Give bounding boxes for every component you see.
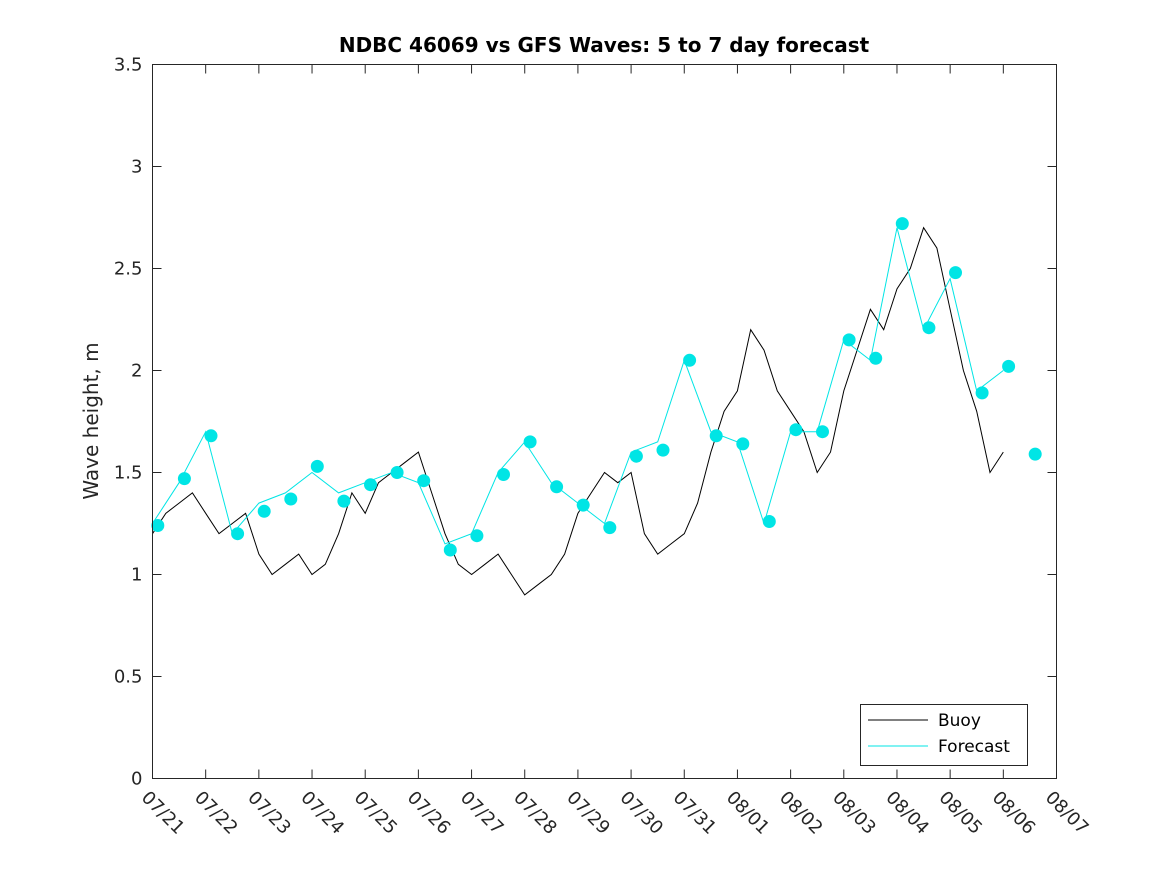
y-tick-label: 1 [131,565,142,586]
y-axis: 0 0.5 1 1.5 2 2.5 3 3.5 [114,55,1057,790]
forecast-point [709,429,723,443]
forecast-point [550,480,564,494]
forecast-point [1028,447,1042,461]
forecast-point [523,435,537,449]
series-line-buoy [152,226,1004,596]
forecast-point [177,472,191,486]
forecast-point [816,425,829,439]
forecast-point [656,443,670,457]
forecast-point [337,494,351,508]
forecast-point [443,543,457,557]
y-axis-label: Wave height, m [79,342,103,499]
forecast-point [869,351,883,365]
y-tick-label: 0.5 [114,667,143,688]
y-tick-label: 3 [131,157,142,178]
y-tick-label: 0 [131,769,142,790]
forecast-point [922,321,936,335]
forecast-point [151,519,165,532]
forecast-point [949,266,962,280]
forecast-point [736,437,750,451]
forecast-point [842,333,856,347]
axes-frame [152,64,1057,779]
forecast-point [576,498,590,512]
forecast-point [231,527,245,541]
forecast-point [364,478,377,492]
forecast-point [789,423,803,437]
chart-title: NDBC 46069 vs GFS Waves: 5 to 7 day fore… [339,33,870,57]
y-tick-label: 3.5 [114,55,143,76]
forecast-point [1002,359,1016,373]
forecast-point [204,429,218,443]
marker-layer [151,217,1042,557]
forecast-point [470,529,484,543]
legend-box [860,704,1028,766]
forecast-point [497,468,510,481]
y-tick-label: 2 [131,361,142,382]
forecast-point [762,515,776,528]
forecast-point [310,459,324,473]
forecast-point [417,474,431,488]
forecast-point [390,466,404,479]
forecast-point [257,504,271,518]
legend: Buoy Forecast [860,704,1028,766]
forecast-point [895,217,909,231]
y-tick-label: 1.5 [114,463,143,484]
legend-buoy-label: Buoy [938,711,981,731]
forecast-point [975,386,989,400]
forecast-point [603,521,617,535]
forecast-point [629,449,643,463]
forecast-point [284,492,298,506]
y-tick-label: 2.5 [114,259,143,280]
forecast-point [683,353,697,367]
legend-forecast-label: Forecast [938,737,1010,757]
